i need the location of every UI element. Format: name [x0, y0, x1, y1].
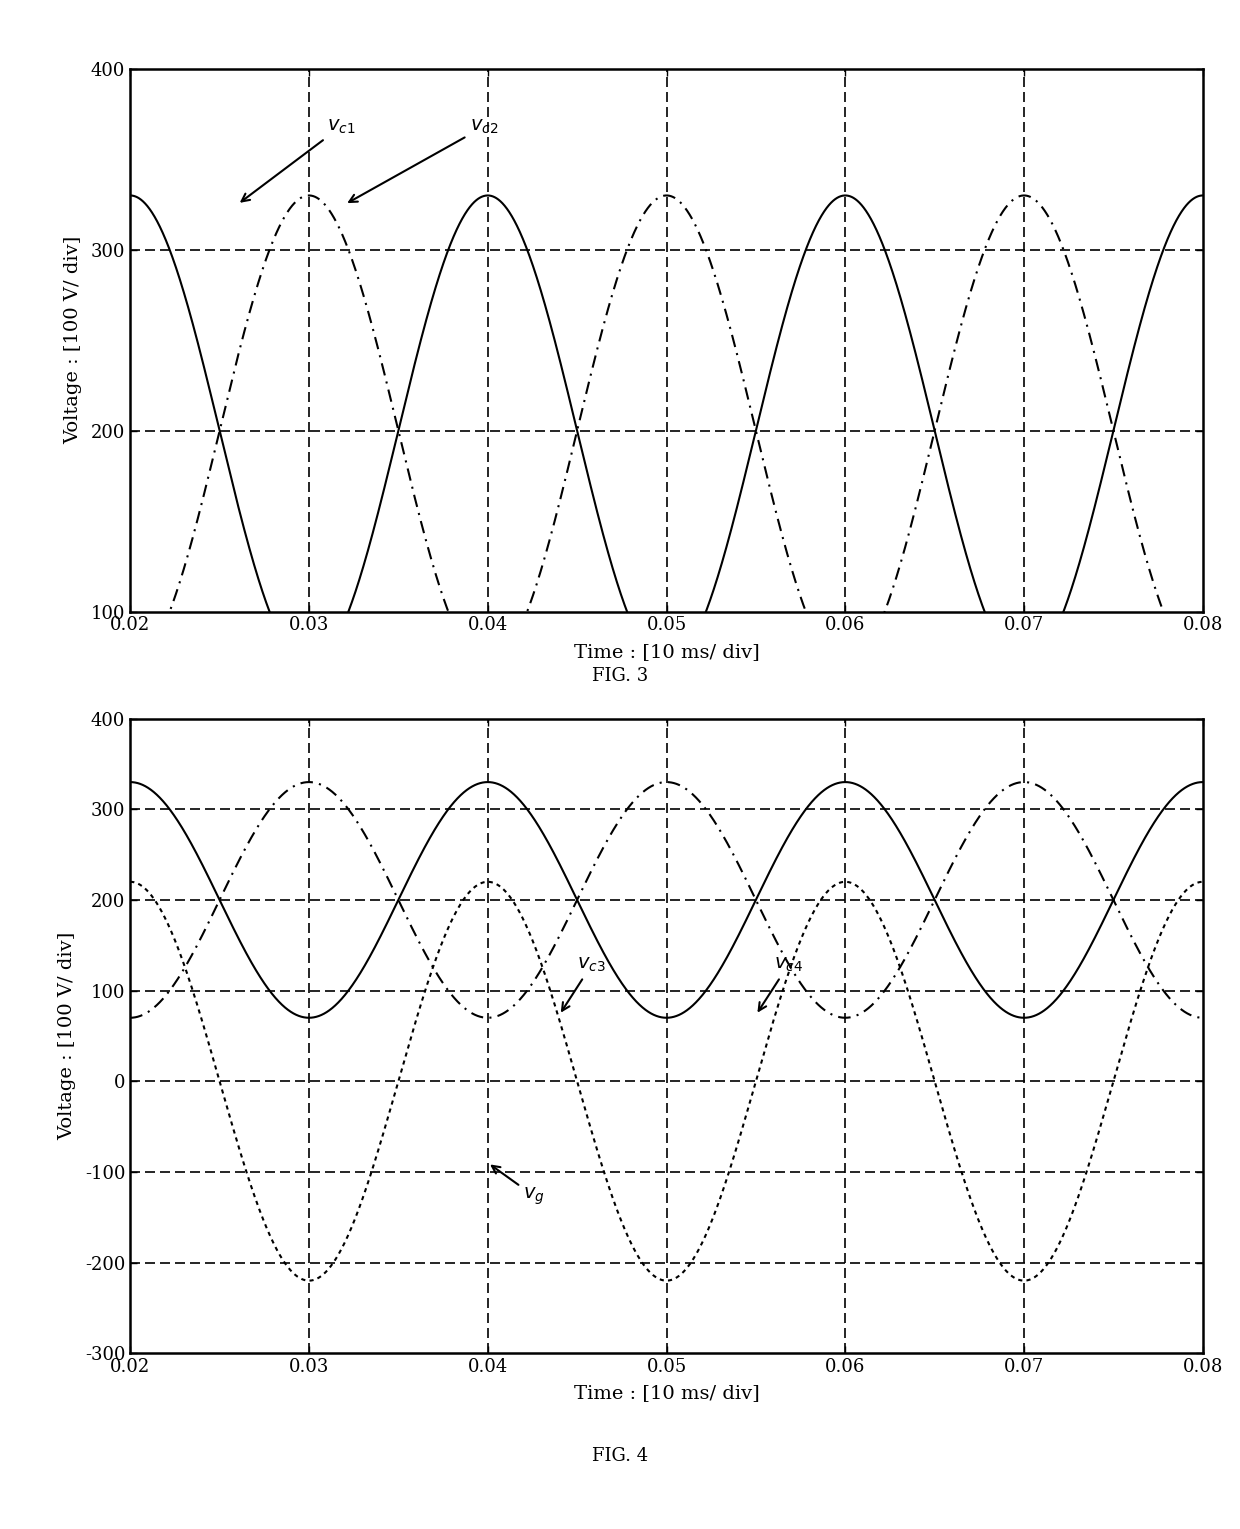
Text: $v_{c1}$: $v_{c1}$	[242, 118, 356, 202]
X-axis label: Time : [10 ms/ div]: Time : [10 ms/ div]	[574, 642, 759, 661]
Y-axis label: Voltage : [100 V/ div]: Voltage : [100 V/ div]	[64, 235, 83, 445]
Text: $v_{c3}$: $v_{c3}$	[562, 956, 605, 1011]
Text: $v_{c2}$: $v_{c2}$	[350, 118, 498, 202]
Y-axis label: Voltage : [100 V/ div]: Voltage : [100 V/ div]	[58, 931, 77, 1141]
Text: $v_g$: $v_g$	[492, 1165, 546, 1206]
Text: FIG. 4: FIG. 4	[591, 1446, 649, 1465]
Text: $v_{c4}$: $v_{c4}$	[759, 956, 802, 1011]
Text: FIG. 3: FIG. 3	[591, 667, 649, 685]
X-axis label: Time : [10 ms/ div]: Time : [10 ms/ div]	[574, 1384, 759, 1402]
